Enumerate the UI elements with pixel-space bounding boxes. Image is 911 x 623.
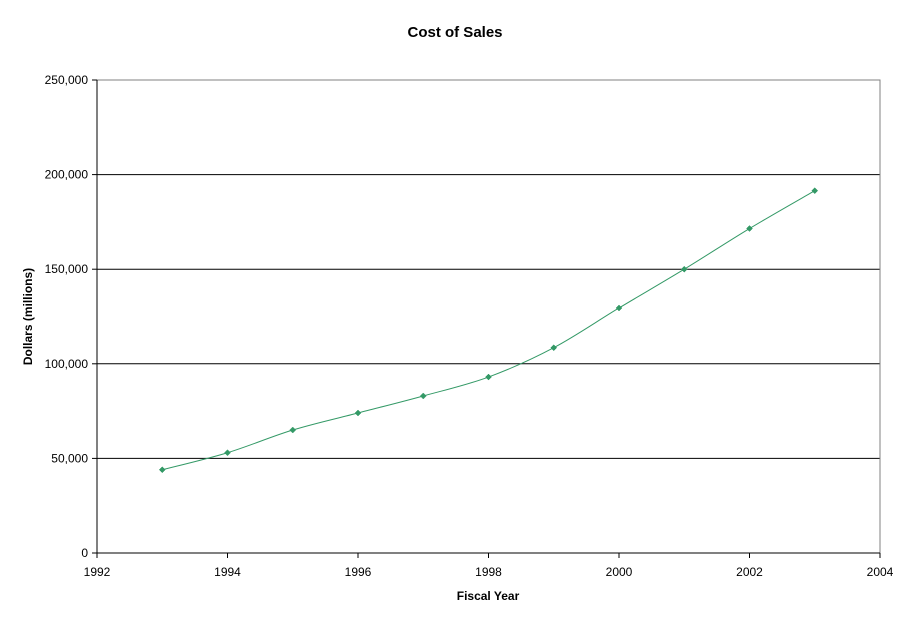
- x-tick-label: 1994: [214, 565, 241, 579]
- x-tick-label: 2004: [867, 565, 894, 579]
- x-tick-label: 1992: [84, 565, 111, 579]
- chart-title: Cost of Sales: [407, 24, 502, 41]
- data-point: [550, 344, 558, 352]
- series-line: [162, 190, 816, 471]
- data-point: [615, 304, 623, 312]
- x-axis-label: Fiscal Year: [457, 589, 520, 603]
- y-tick-label: 200,000: [45, 168, 89, 182]
- axes: [92, 79, 881, 558]
- y-tick-label: 50,000: [51, 451, 88, 465]
- y-axis-label: Dollars (millions): [21, 268, 35, 365]
- series: [158, 187, 819, 474]
- data-point: [746, 225, 753, 232]
- x-tick-label: 2002: [736, 565, 763, 579]
- data-point: [289, 426, 297, 434]
- x-tick-label: 1998: [475, 565, 502, 579]
- data-point: [485, 373, 492, 381]
- data-point: [811, 187, 819, 195]
- tick-labels: 0 50,000 100,000 150,000 200,000 250,000 1992 1…: [45, 73, 894, 579]
- x-tick-label: 1996: [345, 565, 372, 579]
- data-point: [680, 265, 688, 273]
- x-tick-label: 2000: [606, 565, 633, 579]
- data-point: [224, 449, 231, 457]
- y-tick-label: 100,000: [45, 357, 89, 371]
- y-tick-label: 150,000: [45, 262, 89, 276]
- gridlines: [97, 174, 880, 459]
- y-tick-label: 0: [81, 546, 88, 560]
- y-tick-label: 250,000: [45, 73, 89, 87]
- data-point: [354, 409, 362, 417]
- plot-area: [96, 79, 881, 554]
- data-point: [419, 392, 427, 400]
- data-point: [158, 466, 166, 474]
